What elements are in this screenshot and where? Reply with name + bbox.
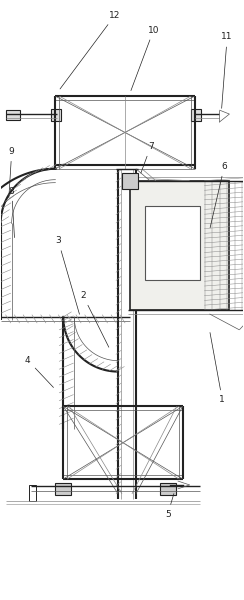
Bar [145, 206, 200, 280]
Text: 1: 1 [210, 332, 225, 404]
Bar [6, 110, 20, 120]
Text: 8: 8 [9, 187, 15, 238]
Text: 7: 7 [141, 142, 154, 173]
Text: 5: 5 [165, 494, 174, 519]
Bar [122, 173, 138, 188]
Text: 2: 2 [80, 291, 109, 347]
Text: 12: 12 [60, 11, 121, 89]
Bar [55, 483, 71, 495]
Text: 9: 9 [9, 147, 15, 198]
Bar [191, 109, 201, 121]
Bar [160, 483, 176, 495]
Bar [204, 181, 244, 310]
Text: 4: 4 [25, 356, 53, 388]
Text: 10: 10 [131, 26, 159, 91]
Text: 11: 11 [222, 32, 233, 109]
Bar [29, 485, 37, 501]
Text: 6: 6 [210, 162, 227, 227]
Bar [51, 109, 61, 121]
Text: 3: 3 [55, 236, 80, 314]
Bar [130, 181, 229, 310]
